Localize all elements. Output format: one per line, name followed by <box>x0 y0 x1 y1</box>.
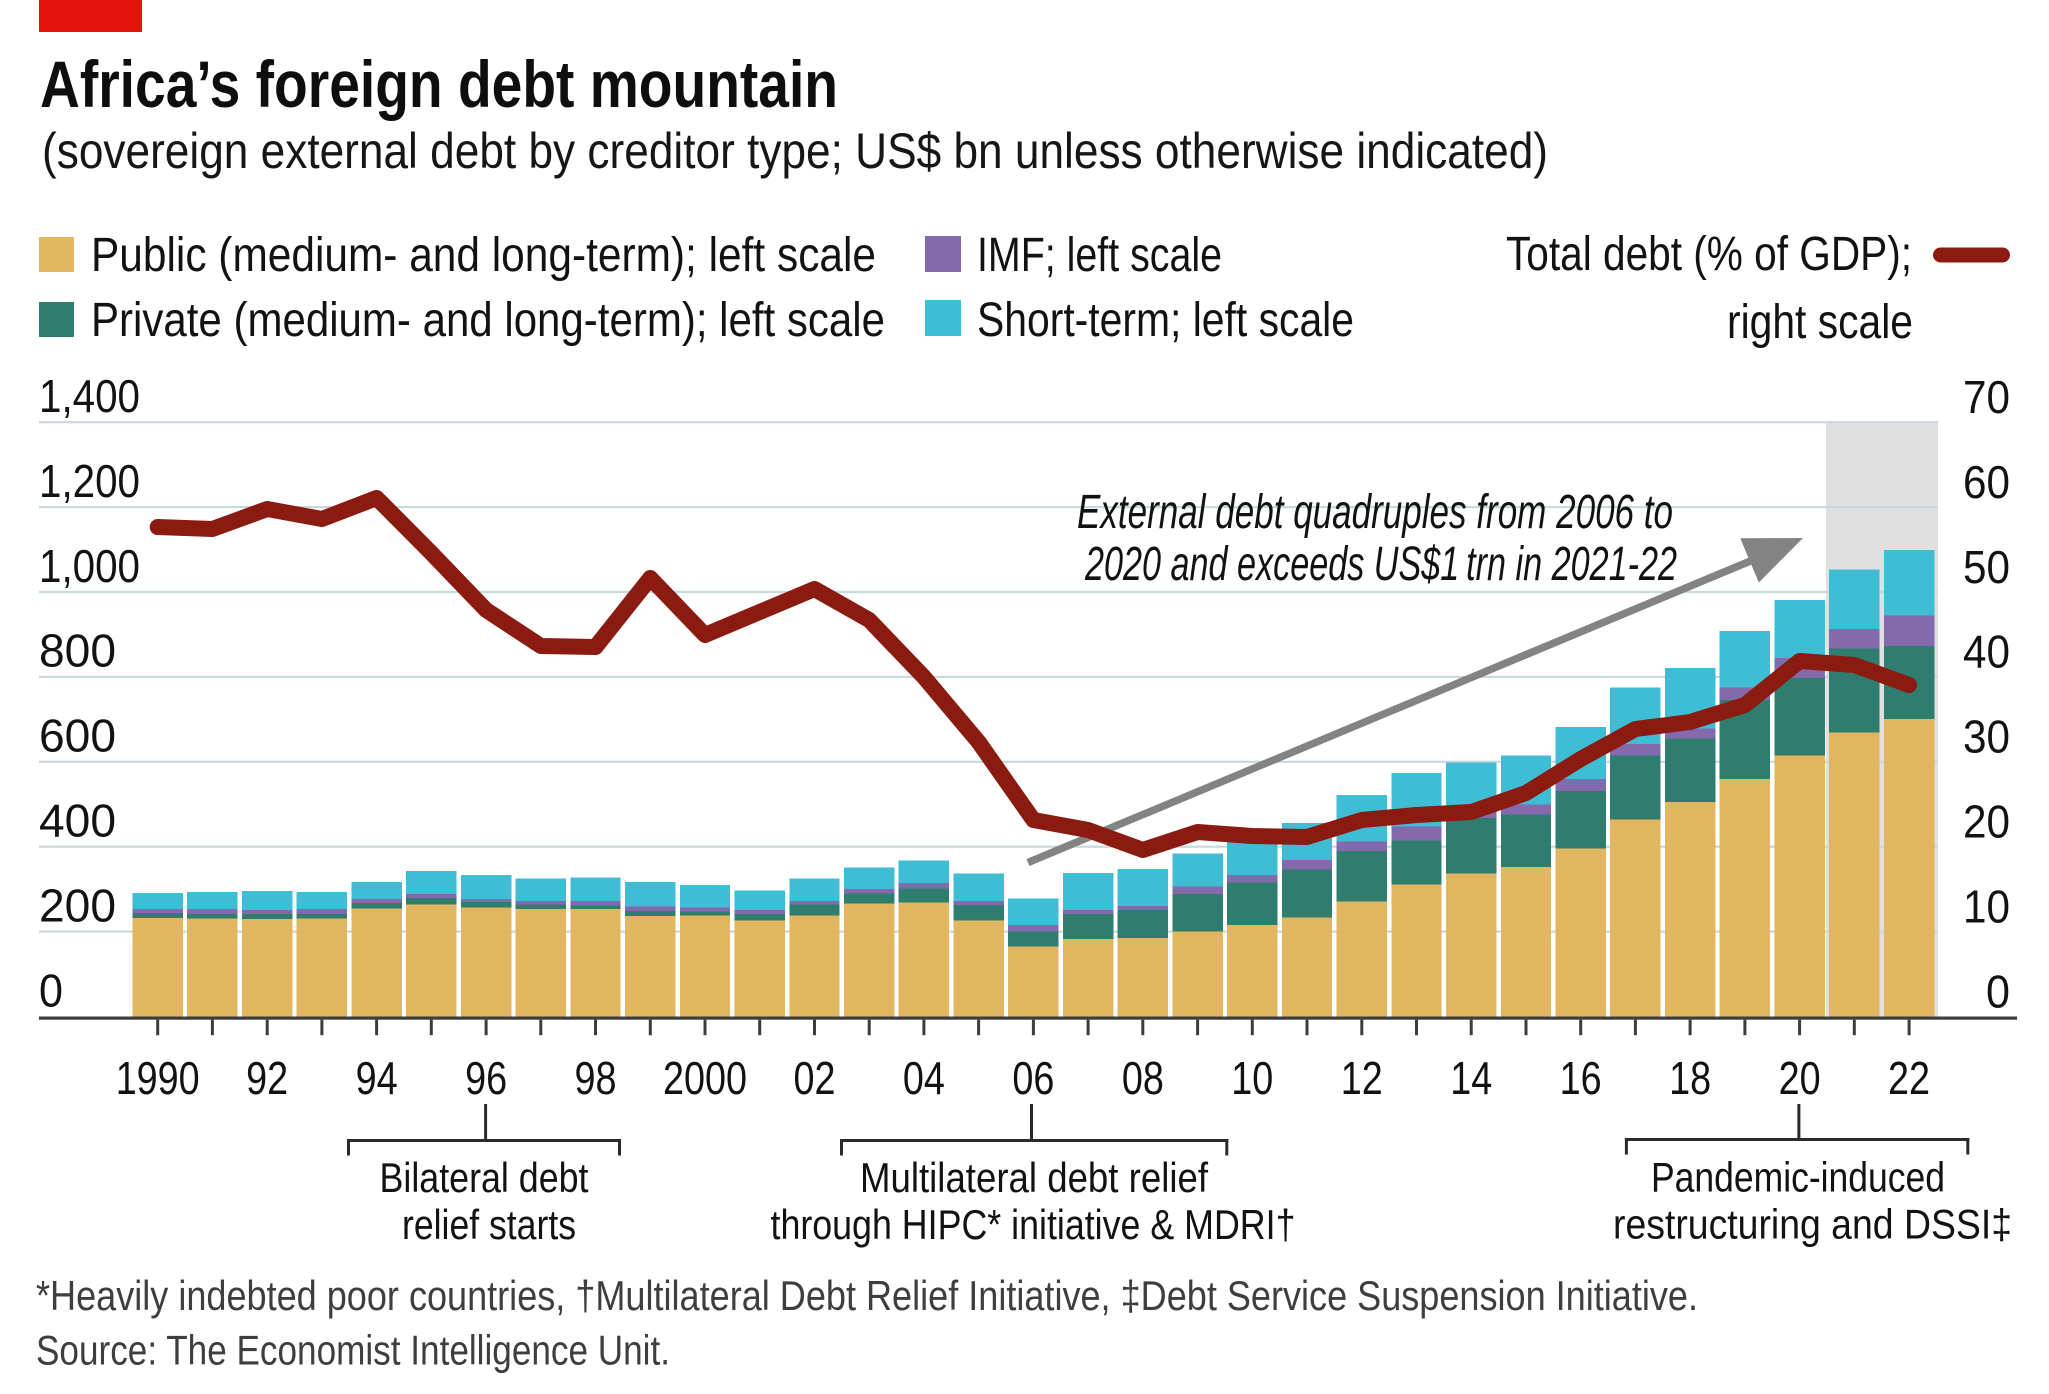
svg-text:2000: 2000 <box>663 1052 747 1104</box>
svg-text:Multilateral debt relief: Multilateral debt relief <box>860 1154 1208 1201</box>
svg-text:10: 10 <box>1963 880 2010 932</box>
svg-text:Source: The Economist Intellig: Source: The Economist Intelligence Unit. <box>36 1327 670 1374</box>
svg-text:External debt quadruples from: External debt quadruples from 2006 to <box>1077 486 1673 539</box>
svg-text:96: 96 <box>465 1052 507 1104</box>
svg-text:18: 18 <box>1669 1052 1711 1104</box>
svg-text:92: 92 <box>246 1052 288 1104</box>
svg-text:relief starts: relief starts <box>402 1201 576 1248</box>
svg-text:40: 40 <box>1963 626 2010 678</box>
svg-text:through HIPC* initiative & MDR: through HIPC* initiative & MDRI† <box>771 1201 1296 1248</box>
svg-text:400: 400 <box>39 795 116 847</box>
svg-text:(sovereign external debt by cr: (sovereign external debt by creditor typ… <box>42 123 1548 179</box>
svg-text:0: 0 <box>1986 966 2010 1018</box>
svg-text:0: 0 <box>39 965 63 1017</box>
svg-text:10: 10 <box>1231 1052 1273 1104</box>
svg-text:Total debt (% of GDP);: Total debt (% of GDP); <box>1506 228 1912 281</box>
svg-text:14: 14 <box>1450 1052 1492 1104</box>
svg-text:98: 98 <box>575 1052 617 1104</box>
svg-text:60: 60 <box>1963 456 2010 508</box>
svg-text:200: 200 <box>39 879 116 931</box>
svg-text:22: 22 <box>1888 1052 1930 1104</box>
svg-text:1,200: 1,200 <box>39 455 140 507</box>
svg-text:30: 30 <box>1963 711 2010 763</box>
svg-text:right scale: right scale <box>1727 296 1913 349</box>
svg-text:800: 800 <box>39 625 116 677</box>
svg-text:Public (medium- and long-term): Public (medium- and long-term); left sca… <box>91 229 876 282</box>
svg-text:16: 16 <box>1560 1052 1602 1104</box>
svg-text:02: 02 <box>793 1052 835 1104</box>
svg-text:06: 06 <box>1012 1052 1054 1104</box>
svg-text:12: 12 <box>1341 1052 1383 1104</box>
svg-text:1,400: 1,400 <box>39 370 140 422</box>
svg-text:restructuring and DSSI‡: restructuring and DSSI‡ <box>1613 1201 2012 1248</box>
svg-text:*Heavily indebted poor countri: *Heavily indebted poor countries, †Multi… <box>36 1272 1698 1319</box>
svg-text:Private (medium- and long-term: Private (medium- and long-term); left sc… <box>91 294 885 347</box>
svg-text:1,000: 1,000 <box>39 540 140 592</box>
svg-text:50: 50 <box>1963 541 2010 593</box>
svg-text:1990: 1990 <box>116 1052 200 1104</box>
svg-text:Africa’s foreign debt mountain: Africa’s foreign debt mountain <box>40 47 838 121</box>
svg-text:Pandemic-induced: Pandemic-induced <box>1651 1154 1945 1201</box>
svg-text:20: 20 <box>1779 1052 1821 1104</box>
svg-text:Short-term; left scale: Short-term; left scale <box>977 294 1354 347</box>
svg-text:Bilateral debt: Bilateral debt <box>380 1154 589 1201</box>
svg-text:94: 94 <box>356 1052 398 1104</box>
svg-text:20: 20 <box>1963 796 2010 848</box>
svg-text:70: 70 <box>1963 371 2010 423</box>
svg-text:08: 08 <box>1122 1052 1164 1104</box>
svg-text:600: 600 <box>39 710 116 762</box>
svg-text:04: 04 <box>903 1052 945 1104</box>
svg-text:IMF; left scale: IMF; left scale <box>977 229 1222 282</box>
svg-text:2020 and exceeds US$1 trn in 2: 2020 and exceeds US$1 trn in 2021-22 <box>1084 538 1677 591</box>
